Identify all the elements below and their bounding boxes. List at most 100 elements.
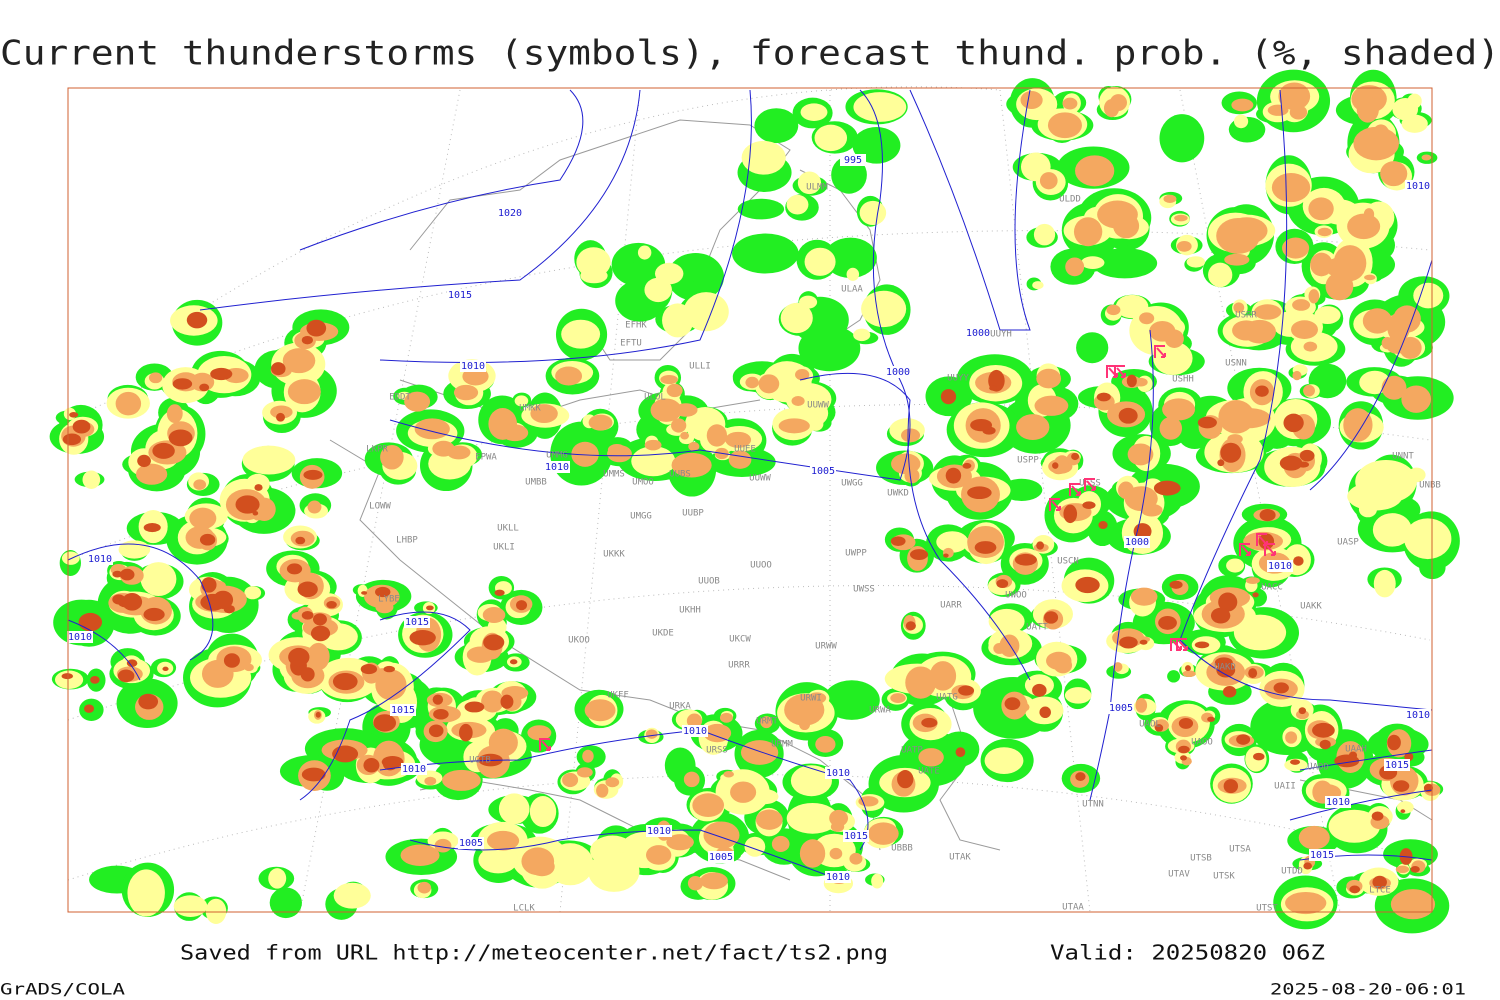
station-label: EDDT — [389, 393, 411, 403]
shaded-area — [795, 368, 810, 381]
shaded-area — [666, 834, 694, 851]
shaded-area — [301, 767, 326, 782]
shaded-area — [1343, 408, 1373, 442]
shaded-area — [434, 838, 452, 853]
shaded-area — [244, 586, 262, 600]
isobar-label: 1010 — [683, 726, 707, 737]
label-background — [840, 154, 866, 166]
shaded-area — [905, 621, 916, 631]
shaded-area — [662, 303, 694, 338]
shaded-area — [588, 851, 640, 892]
shaded-area — [1218, 592, 1238, 612]
shaded-area — [1314, 306, 1341, 325]
shaded-area — [1401, 114, 1428, 133]
shaded-area — [288, 647, 310, 667]
shaded-area — [486, 830, 520, 851]
shaded-area — [1032, 281, 1044, 290]
station-label: UATE — [918, 767, 940, 777]
shaded-area — [1255, 385, 1269, 397]
shaded-area — [333, 882, 371, 909]
shaded-area — [791, 395, 805, 406]
isobar-label: 1010 — [647, 826, 671, 837]
shaded-area — [424, 776, 437, 786]
isobar — [1309, 259, 1433, 491]
shaded-area — [706, 424, 728, 447]
shaded-area — [744, 836, 766, 857]
shaded-area — [799, 839, 826, 868]
shaded-area — [287, 379, 321, 405]
shaded-area — [582, 749, 594, 763]
shaded-area — [494, 589, 505, 596]
shaded-area — [1169, 580, 1183, 589]
shaded-area — [189, 507, 217, 530]
shaded-area — [1289, 105, 1308, 120]
shaded-area — [1004, 697, 1021, 711]
shaded-area — [1032, 683, 1047, 697]
label-background — [460, 360, 486, 372]
shaded-area — [1218, 400, 1255, 434]
title: Current thunderstorms (symbols), forecas… — [0, 34, 1500, 74]
shaded-area — [1186, 256, 1206, 268]
shaded-area — [414, 418, 450, 440]
shaded-area — [771, 835, 790, 853]
shaded-area — [1139, 639, 1148, 645]
shaded-area — [210, 367, 233, 381]
isobar-label: 1010 — [1406, 181, 1430, 192]
station-label: UAKK — [1300, 602, 1322, 612]
shaded-area — [871, 873, 884, 889]
isobar-label: 1005 — [709, 852, 733, 863]
shaded-area — [853, 92, 907, 122]
thunderstorm-symbols — [539, 345, 1276, 751]
shaded-area — [1233, 302, 1245, 313]
shaded-area — [921, 717, 938, 728]
shaded-area — [732, 233, 799, 274]
shaded-area — [1410, 865, 1420, 873]
shaded-area — [666, 383, 683, 398]
source-url: Saved from URL http://meteocenter.net/fa… — [180, 941, 888, 965]
shaded-area — [361, 591, 368, 595]
shaded-area — [741, 140, 786, 175]
shaded-area — [799, 719, 811, 731]
shaded-area — [442, 769, 481, 791]
shaded-area — [1356, 96, 1379, 123]
shaded-area — [1036, 541, 1045, 550]
shaded-area — [1159, 416, 1183, 440]
shaded-area — [830, 821, 845, 832]
shaded-area — [1118, 407, 1138, 424]
shaded-area — [223, 653, 240, 668]
label-background — [646, 825, 672, 837]
shaded-area — [1381, 375, 1407, 400]
shaded-area — [890, 693, 906, 703]
shaded-area — [798, 325, 861, 372]
station-label: UKCW — [729, 635, 751, 645]
shaded-area — [1245, 577, 1260, 585]
shaded-area — [1231, 98, 1254, 112]
shaded-area — [1014, 553, 1037, 566]
isobar-label: 1015 — [391, 705, 415, 716]
label-background — [458, 837, 484, 849]
station-label: UTAA — [1062, 903, 1084, 913]
shaded-area — [1285, 731, 1298, 744]
shaded-area — [212, 590, 234, 609]
shaded-area — [1283, 413, 1304, 433]
shaded-area — [1052, 115, 1074, 132]
shaded-area — [1064, 687, 1092, 704]
isobar-label: 1015 — [448, 290, 472, 301]
isobar-label: 1000 — [1125, 537, 1149, 548]
shaded-area — [464, 701, 485, 713]
shaded-area — [291, 611, 306, 620]
shaded-area — [143, 523, 161, 533]
shaded-area — [375, 669, 407, 701]
shaded-area — [584, 699, 616, 722]
shaded-area — [375, 586, 391, 598]
shaded-area — [382, 758, 398, 771]
station-label: UTSK — [1213, 872, 1235, 882]
station-label: UKDE — [652, 629, 674, 639]
station-label: UMMG — [546, 451, 568, 461]
shaded-area — [703, 723, 732, 743]
shaded-area — [1167, 670, 1181, 683]
shaded-area — [1400, 809, 1406, 813]
isobar — [379, 89, 752, 363]
shaded-area — [1404, 518, 1452, 560]
label-background — [404, 616, 430, 628]
